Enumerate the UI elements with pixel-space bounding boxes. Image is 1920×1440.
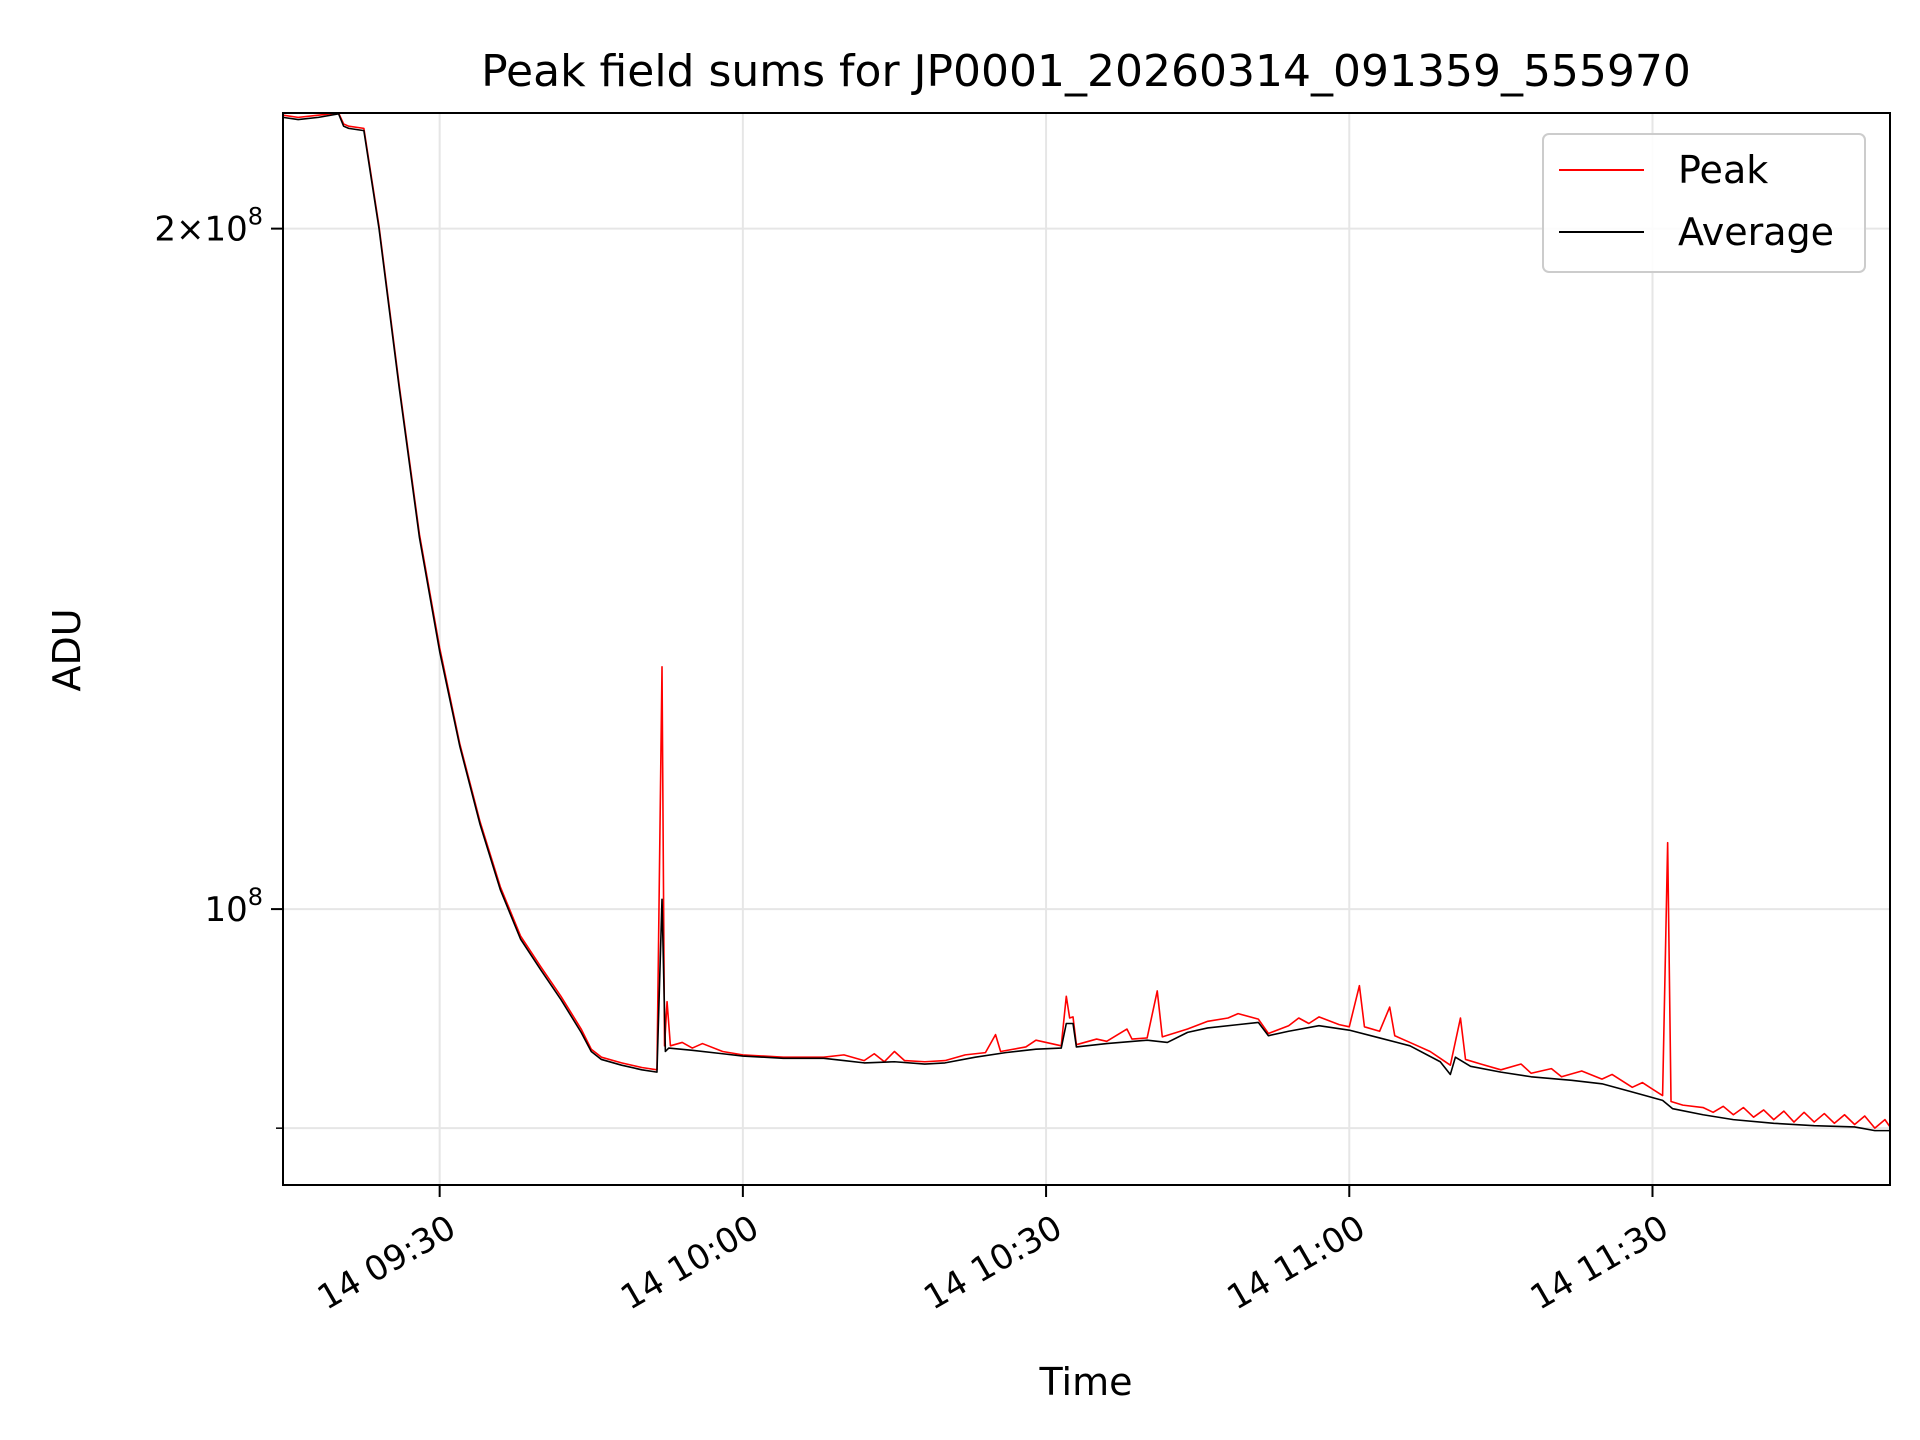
legend-label-peak: Peak: [1678, 148, 1768, 192]
y-tick-exponent: 8: [248, 203, 263, 231]
y-axis-label: ADU: [45, 608, 89, 691]
legend-label-average: Average: [1678, 210, 1834, 254]
y-tick-times: ×: [176, 210, 205, 250]
y-tick-exponent: 8: [248, 883, 263, 911]
y-tick-base: 10: [204, 890, 247, 930]
series-line-peak: [283, 113, 1890, 1129]
series-layer: [283, 113, 1890, 1132]
y-tick-mantissa: 2: [154, 210, 176, 250]
chart-title: Peak field sums for JP0001_20260314_0913…: [481, 46, 1691, 97]
x-axis-label: Time: [1039, 1360, 1133, 1404]
y-tick-label: 2×108: [154, 203, 263, 250]
y-tick-label: 108: [204, 883, 263, 930]
y-tick-base: 10: [204, 210, 247, 250]
plot-area-frame: [282, 112, 1891, 1186]
series-line-average: [283, 113, 1890, 1132]
legend-box: [1542, 133, 1866, 273]
legend: Peak Average: [1542, 133, 1866, 273]
